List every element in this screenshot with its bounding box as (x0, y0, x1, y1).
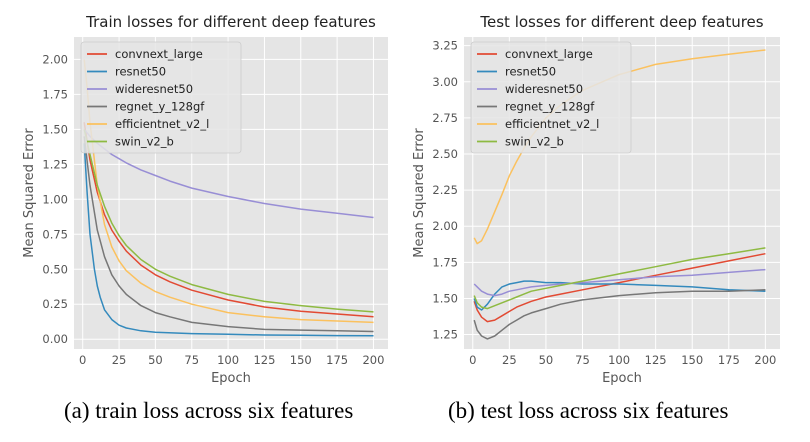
legend-box (80, 41, 242, 154)
train-loss-chart: Train losses for different deep features… (22, 13, 388, 386)
y-axis-label: Mean Squared Error (22, 128, 37, 258)
y-tick-label: 3.25 (432, 39, 458, 53)
y-tick-label: 1.50 (432, 291, 458, 305)
x-tick-label: 125 (253, 353, 275, 367)
legend-entry: wideresnet50 (505, 82, 583, 96)
x-tick-labels: 0 25 50 75 100 125 150 175 200 (469, 353, 776, 367)
legend: convnext_large resnet50 wideresnet50 regnet… (470, 41, 632, 154)
x-tick-label: 0 (469, 353, 476, 367)
series-lines (473, 49, 766, 340)
x-tick-labels: 0 25 50 75 100 125 150 175 200 (79, 353, 384, 367)
x-tick-label: 175 (326, 353, 348, 367)
y-tick-label: 1.00 (42, 192, 68, 206)
y-tick-label: 2.50 (432, 147, 458, 161)
y-tick-label: 2.25 (432, 183, 458, 197)
x-tick-label: 75 (575, 353, 590, 367)
y-tick-label: 1.50 (42, 122, 68, 136)
x-tick-label: 125 (645, 353, 667, 367)
legend-entry: efficientnet_v2_l (115, 117, 209, 131)
legend: convnext_large resnet50 wideresnet50 regnet… (80, 41, 242, 154)
legend-entry: convnext_large (115, 47, 203, 61)
series-line-efficientnet-v2-l (83, 59, 374, 324)
series-line-regnet-y-128gf (473, 289, 766, 340)
legend-entry: efficientnet_v2_l (505, 117, 599, 131)
y-tick-label: 0.75 (42, 227, 68, 241)
series-line-wideresnet50 (473, 268, 766, 297)
legend-entry: convnext_large (505, 47, 593, 61)
legend-entry: wideresnet50 (115, 82, 193, 96)
chart-title: Test losses for different deep features (479, 13, 763, 31)
y-tick-label: 0.50 (42, 262, 68, 276)
y-tick-label: 0.00 (42, 332, 68, 346)
x-tick-label: 175 (718, 353, 740, 367)
x-tick-label: 200 (362, 353, 384, 367)
series-line-swin-v2-b (83, 129, 374, 313)
y-axis-label: Mean Squared Error (412, 128, 427, 258)
test-loss-chart: Test losses for different deep features … (412, 13, 780, 386)
x-tick-label: 0 (79, 353, 86, 367)
y-tick-label: 1.75 (42, 87, 68, 101)
x-tick-label: 150 (681, 353, 703, 367)
x-axis-label: Epoch (602, 371, 642, 386)
legend-entry: resnet50 (505, 65, 556, 79)
x-tick-label: 200 (754, 353, 776, 367)
caption-a: (a) train loss across six features (64, 398, 354, 423)
legend-entry: regnet_y_128gf (115, 100, 205, 114)
caption-b: (b) test loss across six features (448, 398, 729, 423)
chart-title: Train losses for different deep features (85, 13, 376, 31)
series-line-resnet50 (473, 280, 766, 311)
x-axis-label: Epoch (211, 371, 251, 386)
y-tick-labels: 0.00 0.25 0.50 0.75 1.00 1.25 1.50 1.75 2.00 (42, 52, 68, 346)
x-tick-label: 50 (539, 353, 554, 367)
x-tick-label: 75 (184, 353, 199, 367)
x-tick-label: 50 (148, 353, 163, 367)
legend-entry: resnet50 (115, 65, 166, 79)
y-tick-label: 1.25 (432, 328, 458, 342)
series-line-resnet50 (83, 143, 374, 337)
x-tick-label: 150 (290, 353, 312, 367)
y-tick-label: 2.75 (432, 111, 458, 125)
y-tick-label: 2.00 (432, 219, 458, 233)
y-tick-labels: 1.25 1.50 1.75 2.00 2.25 2.50 2.75 3.00 3.25 (432, 39, 458, 342)
series-line-regnet-y-128gf (83, 136, 374, 333)
y-tick-label: 2.00 (42, 52, 68, 66)
y-tick-label: 1.75 (432, 255, 458, 269)
y-tick-label: 3.00 (432, 75, 458, 89)
x-tick-label: 25 (502, 353, 517, 367)
legend-entry: swin_v2_b (115, 135, 174, 149)
x-tick-label: 100 (217, 353, 239, 367)
series-line-swin-v2-b (473, 247, 766, 310)
series-line-convnext-large (473, 252, 766, 323)
legend-box (470, 41, 632, 154)
x-tick-label: 25 (112, 353, 127, 367)
legend-entry: swin_v2_b (505, 135, 564, 149)
y-tick-label: 1.25 (42, 157, 68, 171)
y-tick-label: 0.25 (42, 297, 68, 311)
x-tick-label: 100 (608, 353, 630, 367)
legend-entry: regnet_y_128gf (505, 100, 595, 114)
